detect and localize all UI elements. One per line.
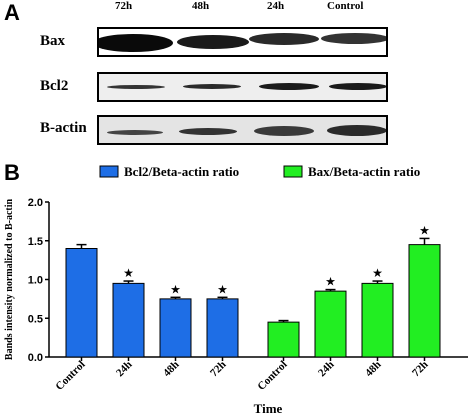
bar-chart: Bcl2/Beta-actin ratio Bax/Beta-actin rati… <box>4 164 468 416</box>
y-tick-label: 0.0 <box>28 352 43 364</box>
legend-label: Bcl2/Beta-actin ratio <box>124 164 239 179</box>
lane-label-72h: 72h <box>115 0 133 12</box>
y-tick-label: 2.0 <box>28 197 43 209</box>
legend-swatch <box>283 165 303 178</box>
bax-blot <box>97 27 388 57</box>
bar <box>112 282 145 358</box>
x-tick-label: Control <box>255 359 289 393</box>
y-tick-label: 1.5 <box>28 236 43 248</box>
bar <box>159 298 192 358</box>
legend-swatch <box>99 165 119 178</box>
blot-band <box>329 83 386 90</box>
x-tick-label: 48h <box>161 359 182 380</box>
bar <box>314 290 347 358</box>
blot-band <box>107 130 163 135</box>
blot-band <box>179 128 237 135</box>
blot-band <box>99 34 173 52</box>
significance-star: ★ <box>325 275 336 289</box>
significance-star: ★ <box>419 223 430 237</box>
bar <box>206 298 239 358</box>
bar <box>408 244 441 358</box>
x-tick-label: 72h <box>208 359 229 380</box>
row-label-bax: Bax <box>40 33 66 49</box>
row-label-bcl2: Bcl2 <box>40 78 69 94</box>
y-tick-label: 1.0 <box>28 275 43 287</box>
blot-band <box>254 126 314 136</box>
x-axis-label: Time <box>254 401 283 416</box>
panel-a-letter: A <box>4 0 20 25</box>
x-tick-label: 24h <box>316 359 337 380</box>
b-actin-blot <box>97 115 388 145</box>
panel-b-letter: B <box>4 160 20 185</box>
bar <box>65 248 98 358</box>
x-tick-label: Control <box>53 359 87 393</box>
bar <box>267 321 300 358</box>
bar <box>361 282 394 358</box>
bcl2-blot <box>97 72 388 102</box>
blot-band <box>321 33 386 44</box>
lane-label-48h: 48h <box>192 0 210 12</box>
legend-label: Bax/Beta-actin ratio <box>308 164 420 179</box>
y-axis-label: Bands intensity normalized to B-actin <box>4 199 15 361</box>
x-tick-label: 24h <box>114 359 135 380</box>
x-tick-label: 72h <box>410 359 431 380</box>
significance-star: ★ <box>372 266 383 280</box>
blot-band <box>107 85 165 89</box>
lane-label-control: Control <box>327 0 364 12</box>
blot-band <box>327 125 386 136</box>
y-tick-label: 0.5 <box>28 313 43 325</box>
significance-star: ★ <box>123 266 134 280</box>
blot-band <box>177 35 249 49</box>
lane-label-24h: 24h <box>267 0 285 12</box>
blot-band <box>183 84 241 89</box>
significance-star: ★ <box>217 282 228 296</box>
blot-band <box>259 83 319 90</box>
row-label-b-actin: B-actin <box>40 120 87 136</box>
x-tick-label: 48h <box>363 359 384 380</box>
blot-band <box>249 33 319 45</box>
significance-star: ★ <box>170 282 181 296</box>
